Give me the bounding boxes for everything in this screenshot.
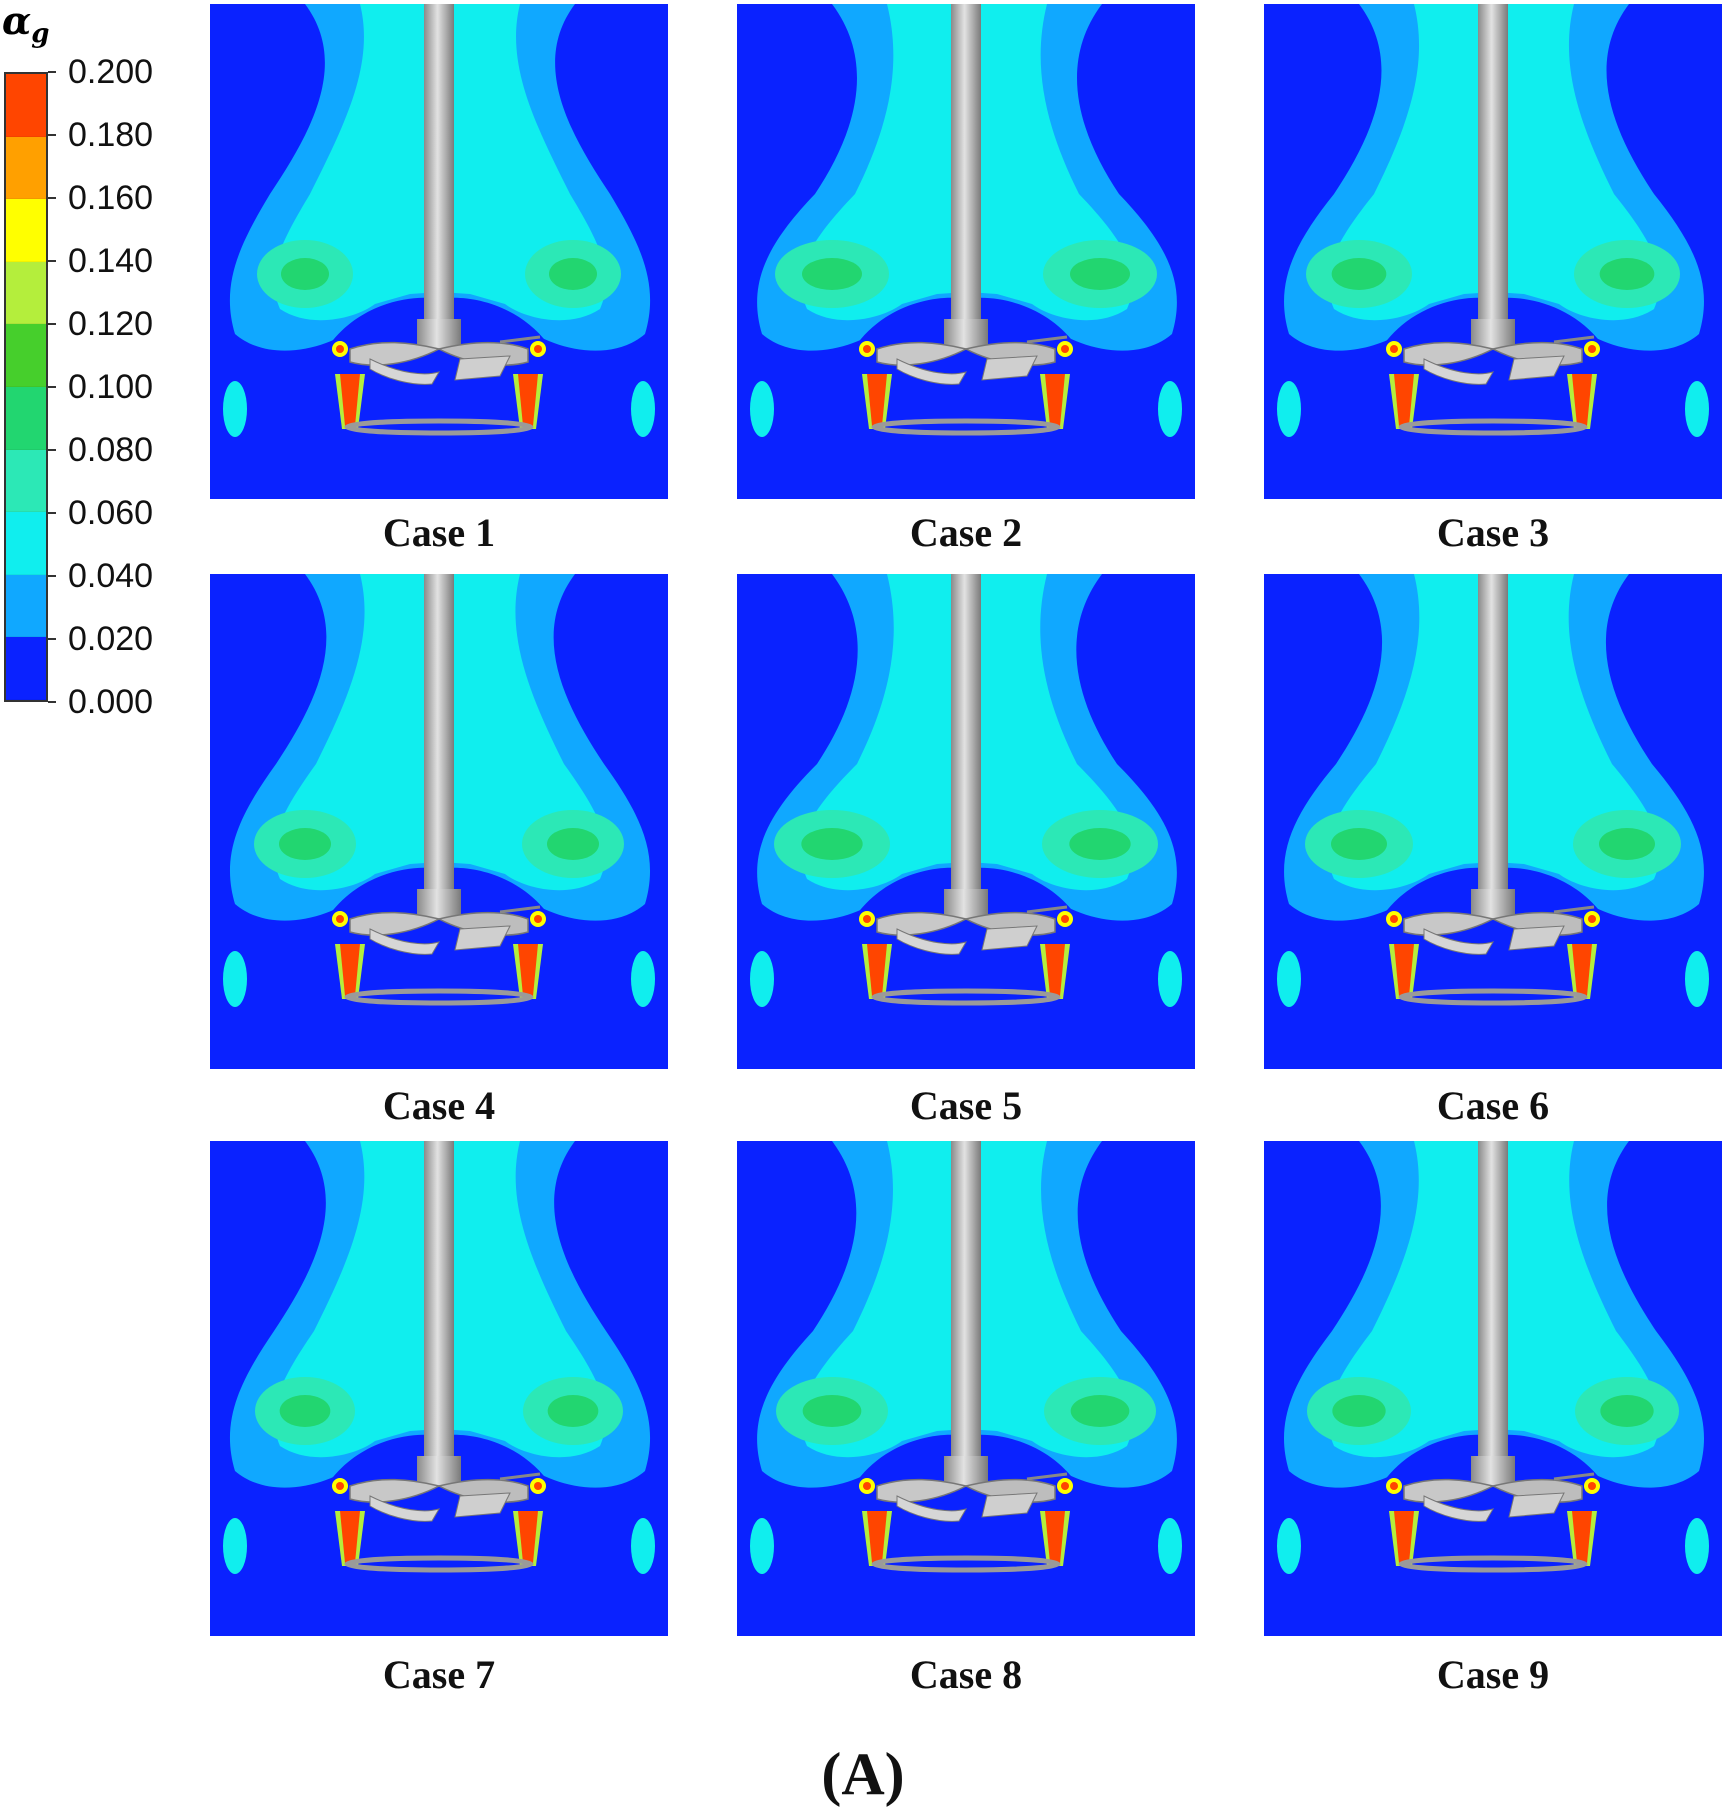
- colorbar-tick-label: 0.140: [68, 242, 154, 280]
- contour-panel: [1264, 574, 1722, 1069]
- gas-holdup-contour: [210, 4, 668, 499]
- colorbar: [4, 72, 48, 702]
- case-label: Case 8: [909, 1652, 1023, 1697]
- case-label: Case 7: [382, 1652, 496, 1697]
- colorbar-segment: [6, 261, 46, 325]
- colorbar-tick: [48, 512, 56, 514]
- colorbar-tick: [48, 701, 56, 703]
- case-label: Case 5: [909, 1083, 1023, 1128]
- colorbar-tick-label: 0.060: [68, 494, 154, 532]
- contour-panel: [737, 574, 1195, 1069]
- colorbar-tick-label: 0.160: [68, 179, 154, 217]
- case-label: Case 6: [1436, 1083, 1550, 1128]
- gas-holdup-contour: [210, 574, 668, 1069]
- colorbar-segment: [6, 324, 46, 387]
- colorbar-tick-label: 0.040: [68, 557, 154, 595]
- contour-panel: [210, 4, 668, 499]
- colorbar-segment: [6, 637, 46, 700]
- colorbar-segment: [6, 199, 46, 262]
- colorbar-tick: [48, 197, 56, 199]
- contour-panel: [737, 4, 1195, 499]
- gas-holdup-contour: [210, 1141, 668, 1636]
- colorbar-segment: [6, 74, 46, 137]
- case-label: Case 9: [1436, 1652, 1550, 1697]
- colorbar-segment: [6, 136, 46, 200]
- colorbar-tick-label: 0.000: [68, 683, 154, 721]
- gas-holdup-contour: [737, 1141, 1195, 1636]
- colorbar-segment: [6, 512, 46, 575]
- colorbar-tick: [48, 323, 56, 325]
- figure-label: (A): [821, 1741, 905, 1807]
- colorbar-tick-label: 0.100: [68, 368, 154, 406]
- colorbar-tick-label: 0.020: [68, 620, 154, 658]
- case-label: Case 2: [909, 510, 1023, 555]
- colorbar-tick: [48, 575, 56, 577]
- case-label: Case 3: [1436, 510, 1550, 555]
- case-label: Case 4: [382, 1083, 496, 1128]
- colorbar-tick-label: 0.080: [68, 431, 154, 469]
- gas-holdup-contour: [737, 4, 1195, 499]
- contour-panel: [210, 1141, 668, 1636]
- legend-title: αg: [2, 0, 50, 49]
- contour-panel: [1264, 4, 1722, 499]
- gas-holdup-contour: [737, 574, 1195, 1069]
- colorbar-segment: [6, 386, 46, 450]
- gas-holdup-contour: [1264, 574, 1722, 1069]
- contour-panel: [210, 574, 668, 1069]
- colorbar-tick: [48, 449, 56, 451]
- colorbar-legend: αg 0.200 0.180 0.160 0.140 0.120 0.100 0.080 0.…: [0, 0, 200, 720]
- colorbar-segment: [6, 449, 46, 513]
- colorbar-segment: [6, 574, 46, 638]
- gas-holdup-contour: [1264, 1141, 1722, 1636]
- contour-panel: [737, 1141, 1195, 1636]
- colorbar-tick: [48, 134, 56, 136]
- contour-panel: [1264, 1141, 1722, 1636]
- case-label: Case 1: [382, 510, 496, 555]
- colorbar-tick: [48, 71, 56, 73]
- gas-holdup-contour: [1264, 4, 1722, 499]
- colorbar-tick: [48, 260, 56, 262]
- colorbar-tick-label: 0.180: [68, 116, 154, 154]
- colorbar-tick-label: 0.200: [68, 53, 154, 91]
- colorbar-tick: [48, 386, 56, 388]
- colorbar-tick: [48, 638, 56, 640]
- colorbar-tick-label: 0.120: [68, 305, 154, 343]
